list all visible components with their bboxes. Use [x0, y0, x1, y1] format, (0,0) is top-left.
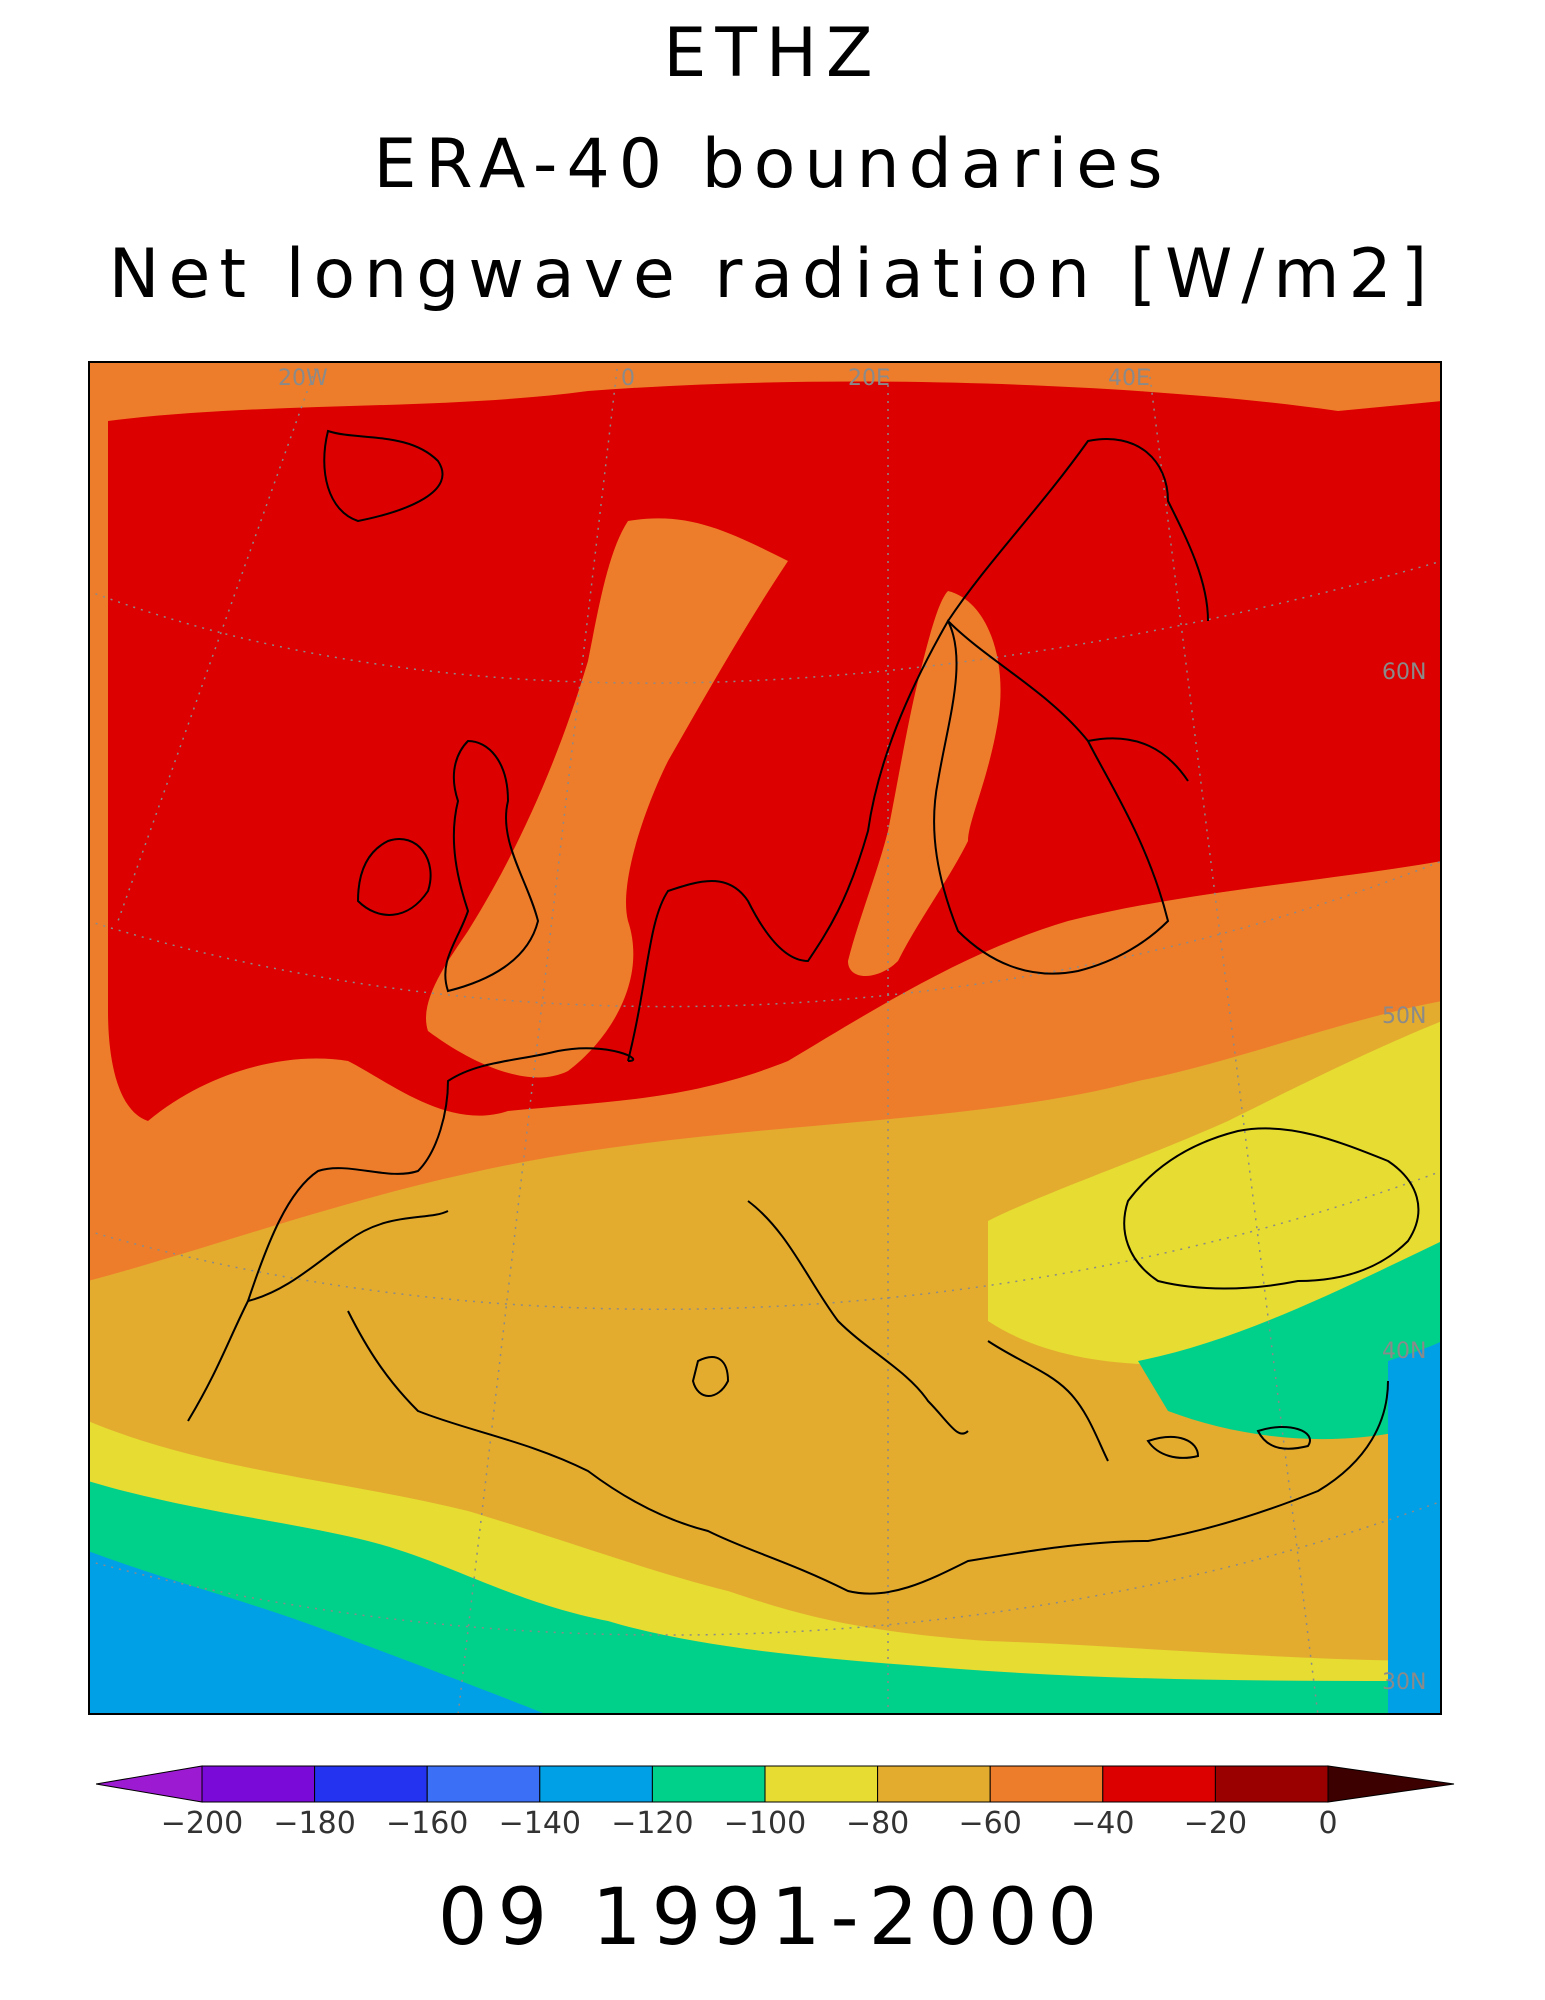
lat-label-60n: 60N	[1382, 660, 1426, 685]
colorbar-tick-label: −100	[723, 1806, 807, 1841]
lon-label-0: 0	[621, 366, 635, 391]
colorbar-tick-label: −140	[498, 1806, 581, 1841]
colorbar-tick-label: −200	[160, 1806, 244, 1841]
footer-period: 09 1991-2000	[437, 1873, 1108, 1963]
field-baltic-intrusion	[848, 591, 1001, 976]
map-border	[88, 361, 1442, 1715]
colorbar-tick-label: −60	[958, 1806, 1022, 1841]
colorbar-swatch	[764, 1765, 879, 1803]
lon-label-20e: 20E	[848, 366, 890, 391]
map-panel: 20W 0 20E 40E 60N 50N 40N 30N	[88, 361, 1442, 1715]
colorbar-tick-label: −80	[845, 1806, 910, 1841]
colorbar-over-triangle	[1327, 1765, 1455, 1803]
lat-label-50n: 50N	[1382, 1004, 1426, 1029]
colorbar-swatch	[539, 1765, 653, 1803]
field-band-120-east	[1388, 1341, 1442, 1715]
field-band-100-east	[1138, 1241, 1442, 1440]
graticule	[88, 361, 1442, 1715]
colorbar-swatch	[989, 1765, 1104, 1803]
lat-label-40n: 40N	[1382, 1339, 1426, 1364]
colorbar-tick-label: −120	[611, 1806, 694, 1841]
colorbar-swatch	[1214, 1765, 1329, 1803]
lat-label-30n: 30N	[1382, 1670, 1426, 1695]
colorbar	[95, 1762, 1456, 1822]
colorbar-swatch	[877, 1765, 991, 1803]
title-line-3: Net longwave radiation [W/m2]	[108, 235, 1437, 314]
title-line-1: ETHZ	[663, 14, 882, 93]
colorbar-swatch	[201, 1765, 316, 1803]
field-band-40	[108, 381, 1442, 1121]
colorbar-tick-label: −20	[1183, 1806, 1248, 1841]
map-svg: 20W 0 20E 40E 60N 50N 40N 30N	[88, 361, 1442, 1715]
lon-label-20w: 20W	[278, 366, 328, 391]
title-line-2: ERA-40 boundaries	[373, 125, 1172, 204]
colorbar-tick-label: −40	[1071, 1806, 1135, 1841]
colorbar-tick-label: −180	[273, 1806, 356, 1841]
field-sea-intrusion	[426, 518, 788, 1078]
field-band-100	[88, 1481, 1442, 1715]
colorbar-swatch	[651, 1765, 766, 1803]
colorbar-swatch	[426, 1765, 541, 1803]
lon-label-40e: 40E	[1108, 366, 1150, 391]
colorbar-swatch	[1102, 1765, 1216, 1803]
colorbar-tick-label: −160	[385, 1806, 469, 1841]
coastlines	[187, 429, 1420, 1595]
colorbar-tick-label: 0	[1318, 1806, 1338, 1841]
colorbar-under-triangle	[95, 1765, 203, 1803]
field-band-120	[88, 1551, 548, 1715]
colorbar-svg	[95, 1765, 1455, 1803]
colorbar-swatch	[314, 1765, 428, 1803]
